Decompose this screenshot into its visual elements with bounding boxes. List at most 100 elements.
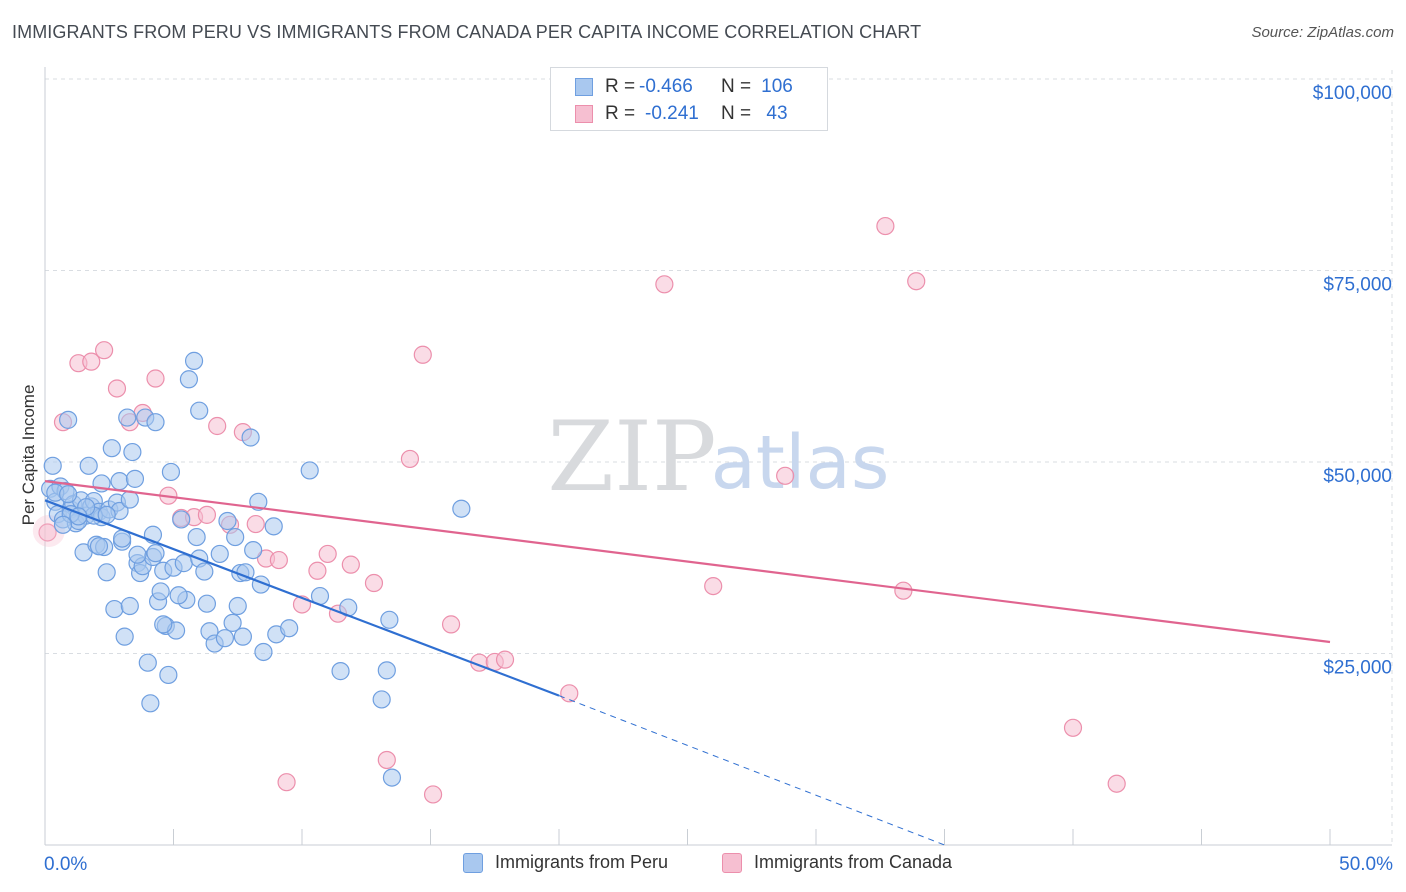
canada-point [341, 555, 360, 574]
peru-trend-line [44, 499, 560, 697]
peru-point [223, 613, 242, 632]
canada-point [82, 352, 101, 371]
peru-r-label: R = [605, 76, 636, 97]
peru-point [190, 401, 209, 420]
peru-point [151, 582, 170, 601]
peru-point [249, 492, 268, 511]
peru-point [128, 545, 147, 564]
peru-point [118, 408, 137, 427]
y-tick-label: $25,000 [1323, 658, 1392, 679]
canada-point [776, 466, 795, 485]
peru-point [228, 596, 247, 616]
watermark: ZIP atlas [547, 401, 889, 513]
peru-points [41, 351, 471, 787]
watermark-zip: ZIP [547, 401, 716, 513]
peru-point [59, 410, 78, 429]
peru-point [110, 472, 129, 491]
peru-point [154, 615, 173, 634]
peru-point [264, 517, 283, 536]
bottom-legend-peru: Immigrants from Peru [463, 852, 668, 873]
peru-point [377, 661, 396, 680]
watermark-atlas: atlas [711, 420, 890, 506]
bottom-canada-label: Immigrants from Canada [754, 852, 953, 872]
peru-n-value: 106 [761, 76, 793, 97]
peru-point [125, 469, 145, 488]
peru-point [138, 653, 157, 672]
canada-point [413, 345, 432, 364]
canada-point [400, 449, 420, 469]
peru-point [79, 456, 98, 475]
peru-r-value: -0.466 [639, 76, 693, 97]
peru-point [195, 562, 214, 581]
peru-point [210, 544, 229, 564]
peru-point [187, 527, 206, 547]
peru-point [59, 485, 78, 504]
canada-point [704, 576, 723, 596]
peru-point [102, 439, 121, 458]
canada-point [146, 369, 165, 388]
peru-point [331, 662, 350, 681]
peru-point [159, 665, 178, 685]
canada-point [441, 615, 461, 634]
peru-point [380, 610, 399, 629]
canada-n-value: 43 [766, 103, 788, 124]
canada-point [95, 341, 114, 360]
peru-point [452, 499, 471, 518]
canada-r-label: R = [605, 103, 636, 124]
canada-point [364, 573, 384, 593]
stats-legend: R = -0.466 N = 106 R = -0.241 N = 43 [550, 67, 828, 131]
canada-point [377, 750, 396, 770]
canada-point [197, 505, 217, 524]
canada-point [876, 216, 895, 236]
axes [44, 67, 1392, 846]
peru-point [89, 537, 109, 556]
peru-point [244, 540, 263, 560]
canada-point [208, 416, 227, 436]
canada-point [1063, 718, 1083, 737]
canada-point [907, 272, 926, 291]
chart-title: IMMIGRANTS FROM PERU VS IMMIGRANTS FROM … [12, 22, 922, 42]
canada-r-value: -0.241 [645, 103, 699, 124]
peru-point [123, 442, 142, 462]
peru-point [197, 594, 217, 613]
peru-point [97, 563, 116, 582]
source-label: Source: ZipAtlas.com [1251, 24, 1394, 41]
bottom-canada-swatch [722, 852, 742, 873]
peru-swatch [575, 78, 593, 96]
canada-point [495, 650, 515, 669]
peru-point [218, 511, 237, 531]
bottom-legend-canada: Immigrants from Canada [722, 852, 952, 873]
canada-point [655, 275, 674, 294]
canada-trend-line [44, 480, 1331, 644]
canada-point [308, 561, 327, 580]
canada-n-label: N = [721, 103, 752, 124]
peru-point [53, 515, 73, 534]
canada-point [1107, 774, 1126, 793]
canada-points [32, 216, 1126, 804]
peru-point [146, 413, 165, 432]
peru-point [115, 627, 134, 646]
y-tick-label: $75,000 [1323, 275, 1392, 296]
peru-point [382, 768, 402, 787]
peru-point [241, 428, 260, 447]
trend-lines [44, 480, 1331, 846]
bottom-peru-swatch [463, 852, 483, 873]
y-tick-label: $50,000 [1323, 466, 1392, 487]
y-axis-label: Per Capita Income [19, 385, 38, 526]
y-tick-label: $100,000 [1313, 83, 1392, 104]
peru-point [174, 554, 193, 573]
tick-labels: $25,000 $50,000 $75,000 $100,000 0.0% 50.0% [44, 83, 1393, 875]
peru-point [184, 351, 204, 370]
canada-point [269, 550, 288, 570]
legend-row-canada: R = -0.241 N = 43 [575, 101, 797, 127]
canada-point [107, 379, 127, 398]
peru-point [300, 461, 319, 480]
peru-point [254, 642, 273, 662]
peru-point [105, 599, 124, 619]
peru-trend-extension [558, 695, 945, 846]
canada-point [423, 785, 443, 804]
grid-lines [45, 70, 1393, 845]
canada-point [277, 773, 296, 792]
peru-point [146, 544, 165, 563]
